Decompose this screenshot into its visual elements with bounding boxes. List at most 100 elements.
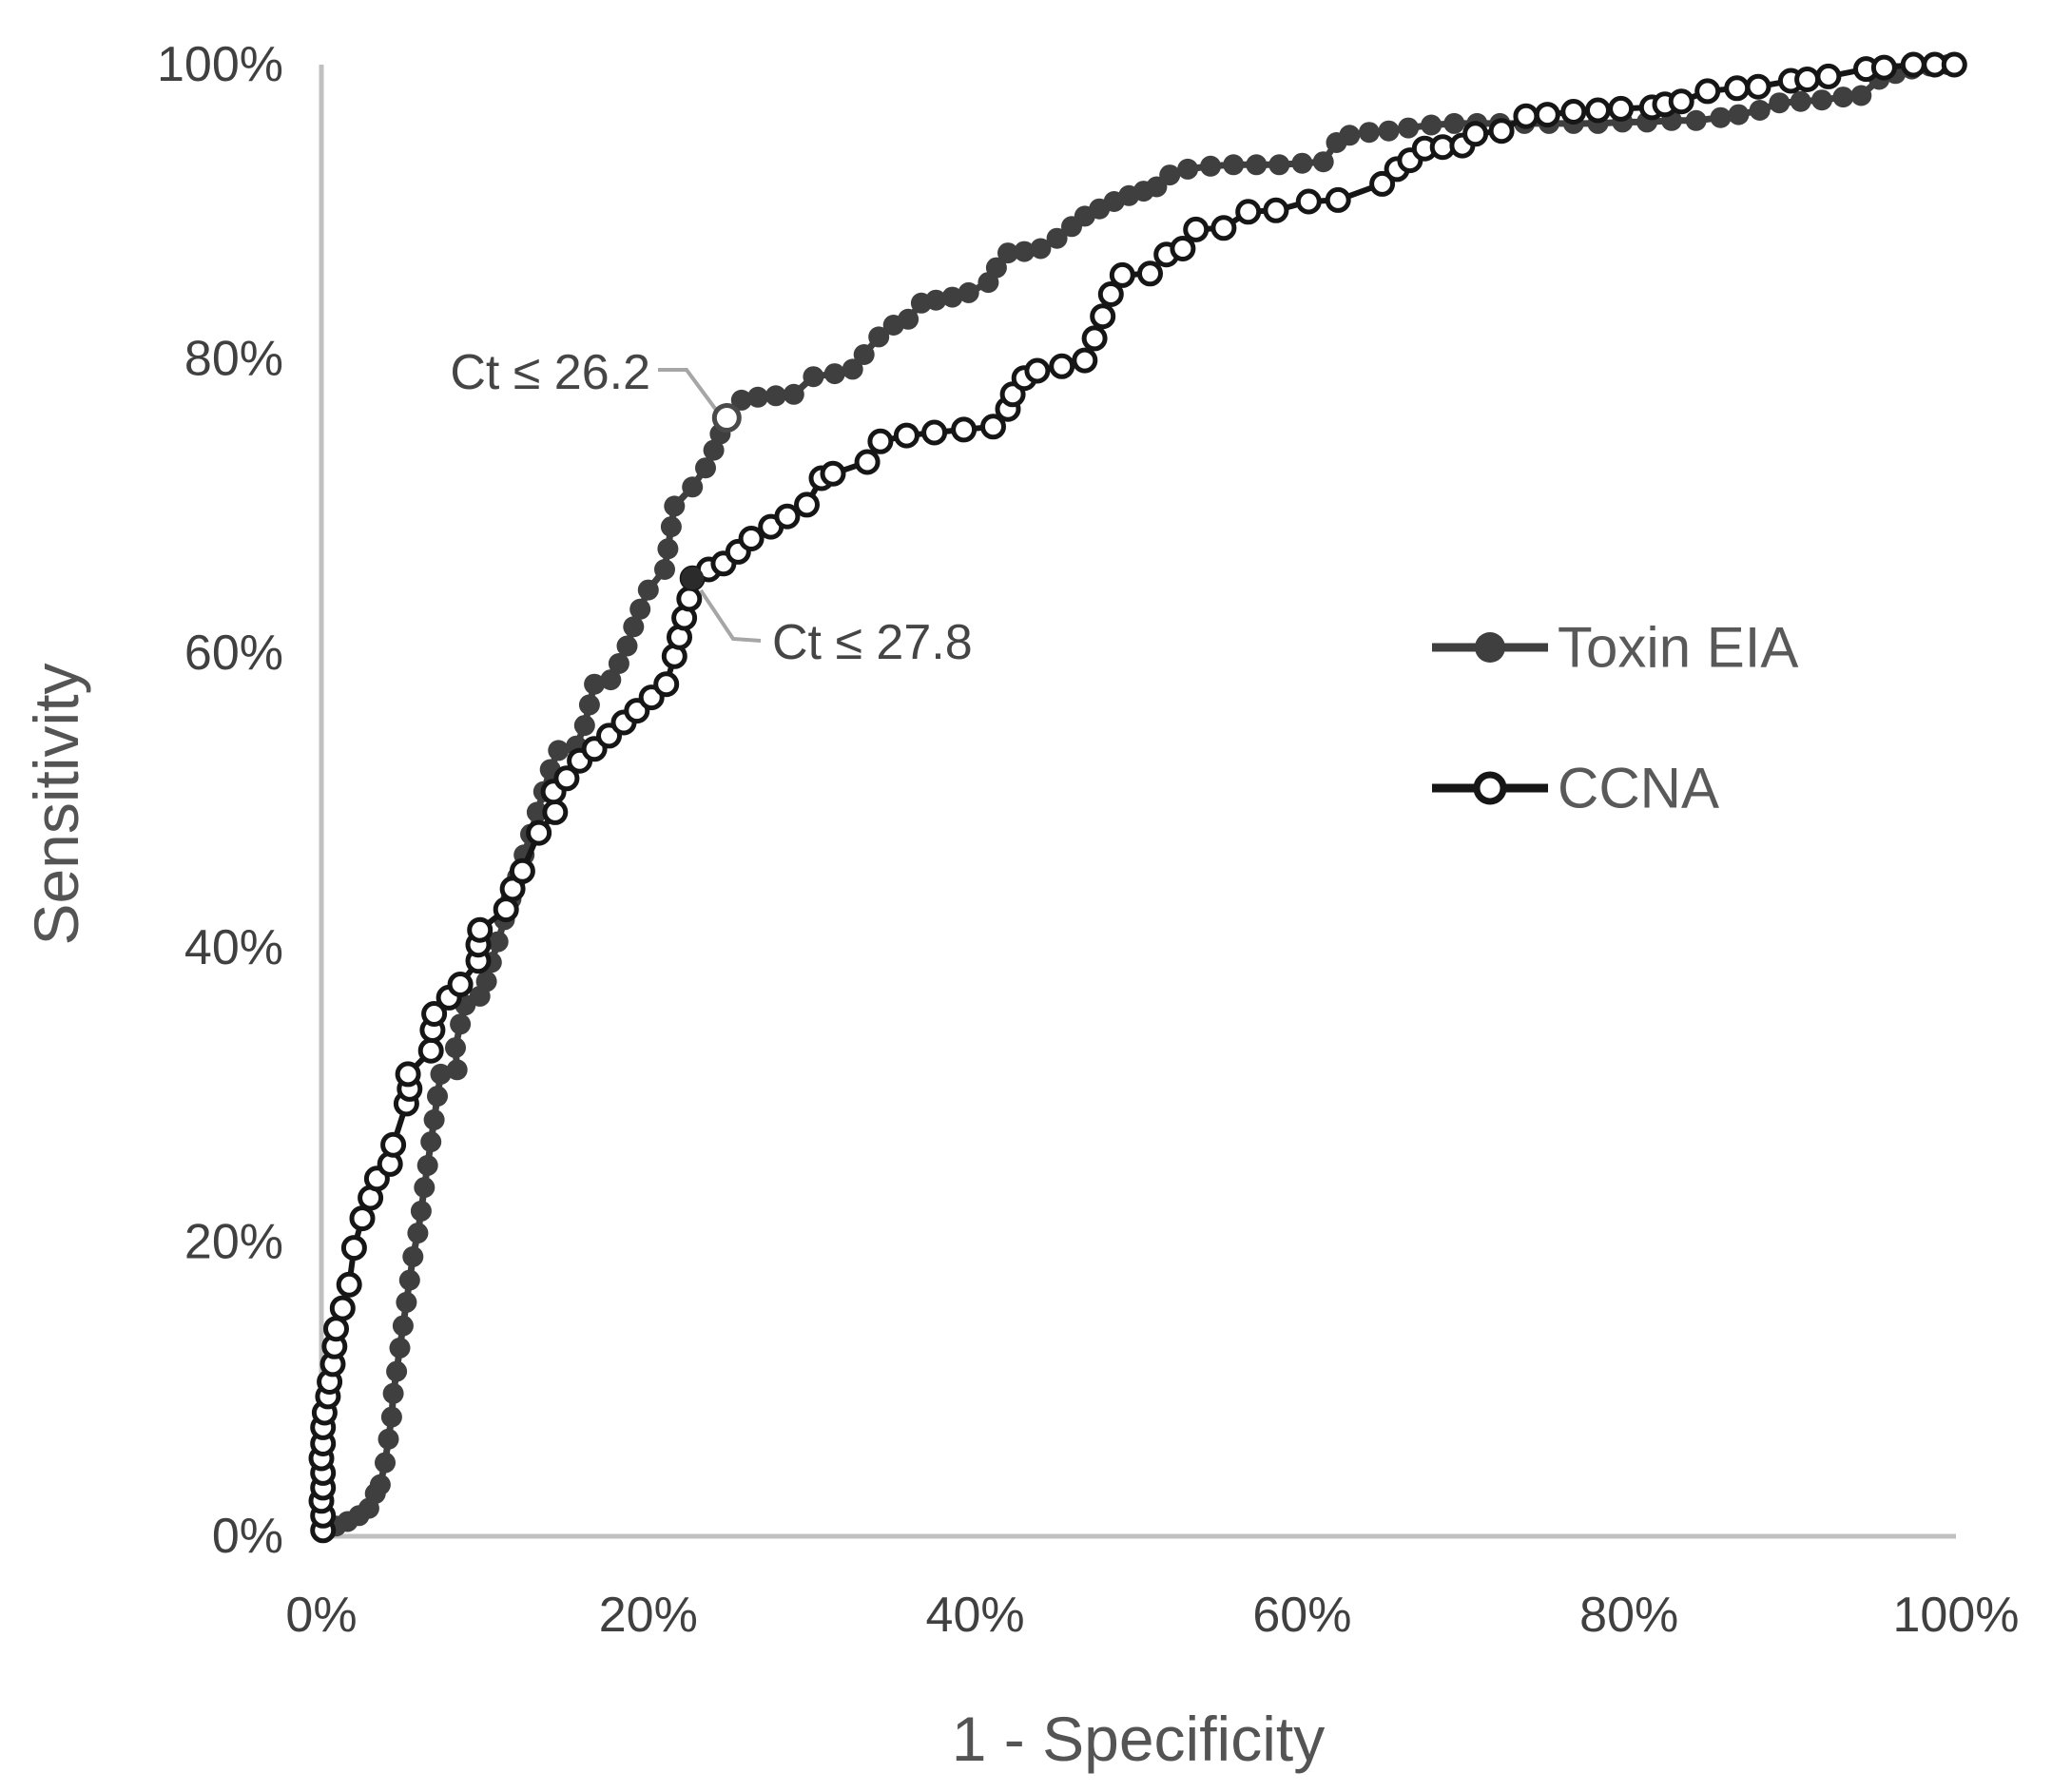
data-point-open-circle: [1024, 357, 1051, 384]
data-point-filled-circle: [402, 1245, 424, 1267]
series-ccna: [308, 51, 1967, 1544]
x-axis-ticks: 0% 20% 40% 60% 80% 100%: [285, 1588, 2019, 1643]
data-point-filled-circle: [392, 1315, 414, 1337]
data-point-open-circle: [1534, 102, 1560, 128]
data-point-open-circle: [1137, 260, 1163, 287]
annotation-ct-27-8: Ct ≤ 27.8: [772, 615, 973, 670]
data-point-filled-circle: [600, 669, 622, 691]
data-point-filled-circle: [616, 635, 638, 657]
data-point-filled-circle: [941, 286, 963, 308]
data-point-open-circle: [774, 503, 801, 530]
data-point-filled-circle: [1246, 154, 1268, 176]
y-axis-ticks: 0% 20% 40% 60% 80% 100%: [157, 37, 283, 1564]
data-point-open-circle: [1794, 67, 1821, 92]
data-point-filled-circle: [386, 1360, 408, 1382]
data-point-filled-circle: [407, 1223, 429, 1244]
data-point-filled-circle: [985, 257, 1007, 279]
x-tick-label: 60%: [1252, 1588, 1351, 1643]
data-point-filled-circle: [427, 1086, 448, 1108]
data-point-filled-circle: [842, 358, 863, 380]
data-point-open-circle: [1560, 99, 1587, 125]
data-point-open-circle: [676, 586, 703, 612]
data-point-filled-circle: [1223, 154, 1245, 176]
data-point-open-circle: [1513, 103, 1539, 129]
y-tick-label: 80%: [184, 332, 283, 387]
legend: Toxin EIA CCNA: [1432, 616, 1798, 820]
data-point-open-circle: [1585, 97, 1611, 124]
data-point-open-circle: [1183, 216, 1210, 242]
data-point-filled-circle: [657, 538, 679, 560]
data-point-open-circle: [1462, 121, 1489, 147]
legend-item-ccna: CCNA: [1432, 757, 1719, 820]
data-point-filled-circle: [1749, 100, 1771, 121]
data-point-filled-circle: [578, 694, 600, 716]
legend-open-circle-icon: [1473, 771, 1507, 805]
data-point-filled-circle: [623, 616, 645, 638]
annotation-leader-line: [699, 588, 762, 643]
data-point-filled-circle: [682, 476, 704, 498]
data-point-filled-circle: [1378, 120, 1400, 142]
data-point-filled-circle: [398, 1269, 420, 1291]
data-point-open-circle: [1295, 188, 1322, 215]
data-point-filled-circle: [1832, 87, 1854, 108]
data-point-filled-circle: [369, 1474, 391, 1495]
data-point-open-circle: [1870, 54, 1897, 81]
data-point-filled-circle: [573, 715, 595, 737]
data-point-open-circle: [1900, 51, 1926, 78]
data-point-open-circle: [336, 1271, 362, 1298]
data-point-open-circle: [1668, 88, 1694, 115]
legend-item-toxin-eia: Toxin EIA: [1432, 616, 1798, 680]
data-point-filled-circle: [430, 1063, 452, 1085]
data-point-filled-circle: [660, 516, 682, 538]
data-point-open-circle: [1049, 353, 1075, 379]
data-point-filled-circle: [765, 385, 786, 407]
x-axis-title: 1 - Specificity: [952, 1704, 1325, 1774]
data-point-filled-circle: [654, 559, 675, 580]
y-tick-label: 60%: [184, 626, 283, 681]
data-point-filled-circle: [375, 1452, 396, 1474]
data-point-filled-circle: [868, 326, 890, 348]
data-point-open-circle: [820, 460, 846, 487]
data-point-filled-circle: [783, 383, 804, 405]
x-tick-label: 20%: [599, 1588, 698, 1643]
data-point-filled-circle: [416, 1154, 438, 1176]
data-point-open-circle: [1090, 303, 1116, 330]
y-tick-label: 20%: [184, 1214, 283, 1269]
data-point-open-circle: [1608, 95, 1635, 122]
data-point-filled-circle: [1200, 155, 1222, 177]
data-point-filled-circle: [1159, 164, 1181, 186]
annotation-filled-circle-marker: [681, 567, 705, 590]
x-tick-label: 100%: [1893, 1588, 2020, 1643]
data-point-open-circle: [1745, 73, 1771, 100]
y-tick-label: 0%: [212, 1509, 283, 1564]
data-point-filled-circle: [1443, 112, 1465, 134]
data-point-open-circle: [349, 1205, 376, 1232]
data-point-open-circle: [653, 671, 680, 698]
data-point-filled-circle: [695, 457, 716, 479]
data-point-filled-circle: [450, 1013, 472, 1035]
data-point-open-circle: [340, 1235, 367, 1262]
data-point-filled-circle: [420, 1131, 442, 1153]
data-point-open-circle: [447, 972, 474, 997]
data-point-filled-circle: [487, 931, 509, 953]
x-tick-label: 0%: [285, 1588, 357, 1643]
x-tick-label: 80%: [1579, 1588, 1678, 1643]
data-point-filled-circle: [410, 1200, 432, 1222]
data-point-filled-circle: [446, 1059, 468, 1081]
data-point-open-circle: [854, 449, 881, 475]
data-point-open-circle: [1815, 63, 1842, 89]
data-point-filled-circle: [526, 801, 548, 823]
data-point-filled-circle: [747, 386, 768, 408]
y-tick-label: 40%: [184, 920, 283, 975]
legend-label-ccna: CCNA: [1558, 757, 1719, 820]
data-point-filled-circle: [548, 740, 570, 761]
data-point-open-circle: [542, 799, 569, 825]
y-axis-title: Sensitivity: [21, 663, 91, 945]
data-point-open-circle: [329, 1295, 356, 1321]
data-point-filled-circle: [958, 281, 979, 303]
data-point-open-circle: [1724, 75, 1751, 102]
data-point-filled-circle: [637, 579, 659, 601]
data-point-filled-circle: [730, 389, 752, 411]
data-point-open-circle: [951, 416, 978, 443]
data-point-filled-circle: [1850, 85, 1872, 106]
